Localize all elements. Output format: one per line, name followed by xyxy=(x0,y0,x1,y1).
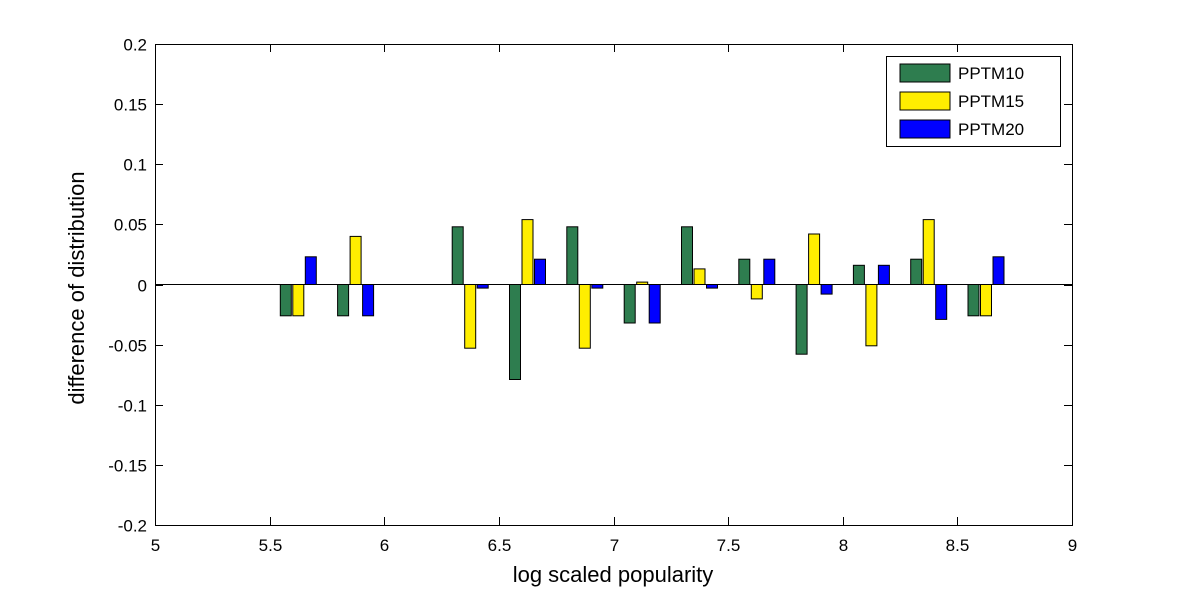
x-tick-label: 9 xyxy=(1068,536,1077,555)
x-tick-label: 5 xyxy=(151,536,160,555)
x-tick-label: 5.5 xyxy=(259,536,283,555)
bar-pptm10-7 xyxy=(738,258,751,286)
y-axis-title: difference of distribution xyxy=(64,171,89,404)
y-tick-label: 0.2 xyxy=(123,36,147,55)
bar-pptm10-5 xyxy=(623,284,636,324)
bar-pptm15-7 xyxy=(750,284,763,300)
bar-pptm20-8 xyxy=(820,284,833,295)
y-tick-label: 0.1 xyxy=(123,156,147,175)
bar-pptm20-11 xyxy=(992,256,1005,285)
bar-pptm10-8 xyxy=(795,284,808,355)
bar-pptm20-3 xyxy=(534,258,546,286)
bar-pptm20-2 xyxy=(476,284,489,289)
x-tick-label: 8 xyxy=(839,536,848,555)
bar-pptm10-1 xyxy=(337,284,350,317)
bar-pptm15-9 xyxy=(865,284,878,347)
y-tick-label: -0.05 xyxy=(108,337,147,356)
y-tick-label: -0.15 xyxy=(108,457,147,476)
bar-pptm15-6 xyxy=(693,268,706,285)
bar-pptm10-6 xyxy=(681,226,693,286)
bar-pptm15-8 xyxy=(808,233,821,285)
legend-swatch-pptm20 xyxy=(899,119,951,139)
bar-pptm10-0 xyxy=(279,284,292,317)
bar-pptm15-1 xyxy=(349,235,362,285)
bar-pptm10-9 xyxy=(852,264,865,285)
legend-swatch-pptm10 xyxy=(899,63,951,83)
bar-pptm20-0 xyxy=(304,256,317,285)
legend-label-pptm20: PPTM20 xyxy=(958,120,1024,139)
bar-pptm15-3 xyxy=(521,219,534,286)
y-tick-label: 0 xyxy=(138,277,147,296)
bar-pptm10-4 xyxy=(566,226,579,286)
legend: PPTM10 PPTM15 PPTM20 xyxy=(886,56,1061,147)
y-tick-label: -0.1 xyxy=(118,397,147,416)
bar-pptm15-4 xyxy=(578,284,591,349)
axes-layer: 5 5.5 6 6.5 7 7.5 8 8.5 9 0.2 0.15 0.1 0.05 0 -0.05 -0.… xyxy=(108,36,1077,556)
x-tick-label: 7.5 xyxy=(717,536,741,555)
y-tick-label: 0.15 xyxy=(114,96,147,115)
legend-label-pptm10: PPTM10 xyxy=(958,64,1024,83)
bar-pptm10-3 xyxy=(509,284,521,380)
bar-pptm10-10 xyxy=(910,258,923,286)
x-tick-label: 6 xyxy=(380,536,389,555)
bar-pptm15-0 xyxy=(292,284,305,317)
x-tick-label: 6.5 xyxy=(488,536,512,555)
bar-pptm10-11 xyxy=(967,284,980,317)
bar-pptm10-2 xyxy=(451,226,464,286)
x-tick-label: 7 xyxy=(610,536,619,555)
bar-pptm15-2 xyxy=(464,284,477,349)
bar-pptm20-5 xyxy=(648,284,661,324)
bar-pptm20-9 xyxy=(877,264,890,285)
bar-pptm15-11 xyxy=(980,284,992,317)
bar-pptm20-6 xyxy=(706,284,718,289)
y-tick-label: 0.05 xyxy=(114,216,147,235)
bar-pptm20-1 xyxy=(362,284,375,317)
bar-pptm20-4 xyxy=(591,284,604,289)
bar-pptm20-7 xyxy=(763,258,776,286)
legend-label-pptm15: PPTM15 xyxy=(958,92,1024,111)
x-tick-label: 8.5 xyxy=(946,536,970,555)
x-axis-title: log scaled popularity xyxy=(513,562,714,587)
bar-pptm20-10 xyxy=(935,284,948,320)
bar-pptm15-10 xyxy=(922,219,935,286)
y-tick-label: -0.2 xyxy=(118,517,147,536)
legend-swatch-pptm15 xyxy=(899,91,951,111)
